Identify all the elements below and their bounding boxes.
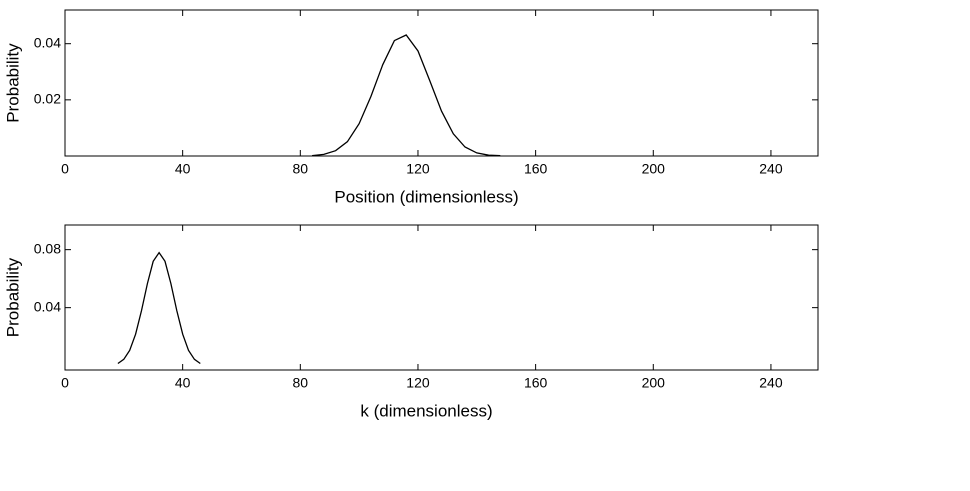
x-tick-label: 160 (524, 161, 548, 177)
data-line (312, 34, 501, 157)
y-axis-label: Probability (3, 43, 22, 123)
plot-frame (64, 224, 819, 371)
y-tick-label: 0.04 (34, 298, 61, 314)
plot-frame (64, 9, 819, 157)
x-tick-label: 200 (642, 375, 666, 391)
x-tick-label: 0 (61, 375, 69, 391)
x-tick-label: 240 (759, 375, 783, 391)
x-axis-label: Position (dimensionless) (334, 187, 518, 206)
data-line (117, 251, 201, 365)
x-tick-label: 80 (293, 375, 309, 391)
x-tick-label: 80 (293, 161, 309, 177)
x-tick-label: 200 (642, 161, 666, 177)
x-axis-label: k (dimensionless) (360, 401, 492, 420)
x-tick-label: 120 (406, 375, 430, 391)
x-tick-label: 120 (406, 161, 430, 177)
x-tick-label: 40 (175, 375, 191, 391)
x-tick-label: 0 (61, 161, 69, 177)
x-tick-label: 40 (175, 161, 191, 177)
y-tick-label: 0.04 (34, 34, 61, 50)
y-tick-label: 0.02 (34, 91, 61, 107)
y-axis-label: Probability (3, 257, 22, 337)
x-tick-label: 160 (524, 375, 548, 391)
x-tick-label: 240 (759, 161, 783, 177)
y-tick-label: 0.08 (34, 240, 61, 256)
